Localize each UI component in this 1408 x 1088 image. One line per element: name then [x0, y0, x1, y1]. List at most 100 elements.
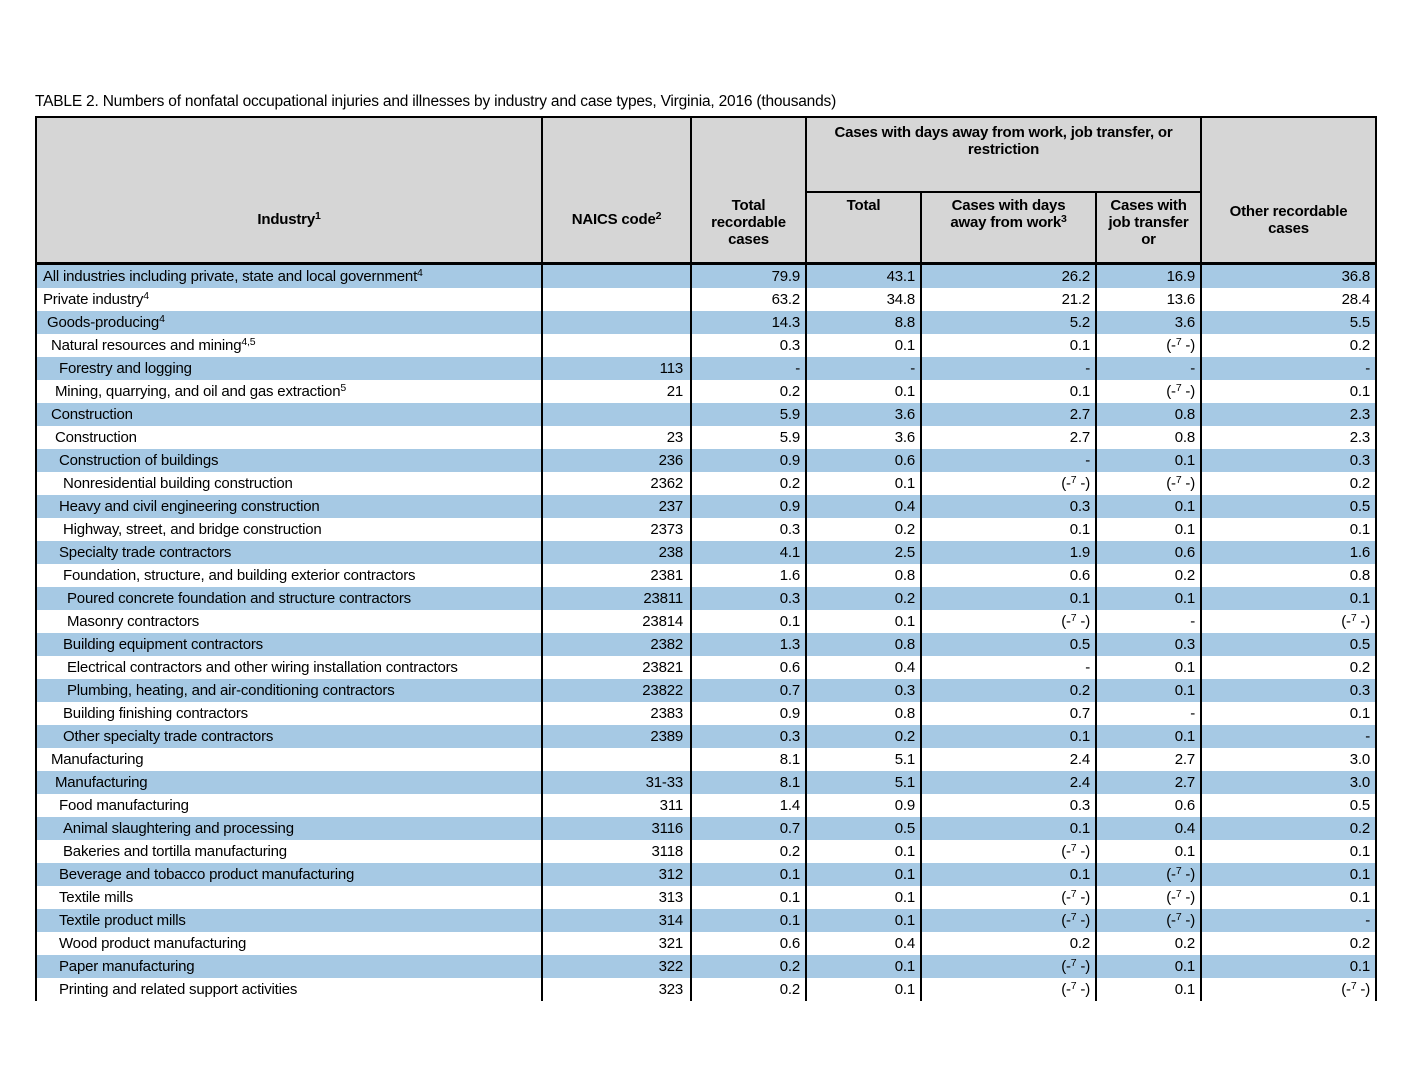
value-cell: -	[1094, 702, 1203, 725]
table-row: Heavy and civil engineering construction…	[35, 495, 1378, 518]
value-cell: 0.9	[690, 495, 807, 518]
value-cell: 2.3	[1200, 403, 1378, 426]
industry-cell: Mining, quarrying, and oil and gas extra…	[35, 380, 543, 403]
industry-cell: Foundation, structure, and building exte…	[35, 564, 543, 587]
value-cell: 2.4	[920, 771, 1097, 794]
industry-cell: Bakeries and tortilla manufacturing	[35, 840, 543, 863]
table-row: Electrical contractors and other wiring …	[35, 656, 1378, 679]
table-row: Goods-producing4 14.3 8.8 5.2 3.6 5.5	[35, 311, 1378, 334]
value-cell: 0.2	[1200, 817, 1378, 840]
value-cell: 0.6	[690, 932, 807, 955]
table-row: Masonry contractors 23814 0.1 0.1 (-7 -) - (-7…	[35, 610, 1378, 633]
table-row: Paper manufacturing 322 0.2 0.1 (-7 -) 0.1 0.1	[35, 955, 1378, 978]
industry-cell: Highway, street, and bridge construction	[35, 518, 543, 541]
value-cell: -	[690, 357, 807, 380]
value-cell: 0.1	[1200, 886, 1378, 909]
value-cell: 0.3	[690, 725, 807, 748]
value-cell: 79.9	[690, 263, 807, 288]
value-cell: 0.8	[1094, 426, 1203, 449]
value-cell: 0.1	[805, 955, 922, 978]
value-cell: 0.2	[1094, 932, 1203, 955]
industry-cell: Building finishing contractors	[35, 702, 543, 725]
value-cell: -	[1200, 725, 1378, 748]
value-cell: 1.3	[690, 633, 807, 656]
industry-cell: Goods-producing4	[35, 311, 543, 334]
value-cell: 28.4	[1200, 288, 1378, 311]
value-cell: 0.3	[690, 587, 807, 610]
value-cell: 0.1	[805, 380, 922, 403]
industry-cell: All industries including private, state …	[35, 263, 543, 288]
value-cell: (-7 -)	[1094, 334, 1203, 357]
value-cell: 63.2	[690, 288, 807, 311]
value-cell: 0.1	[690, 909, 807, 932]
industry-cell: Construction	[35, 403, 543, 426]
naics-code-cell: 31-33	[541, 771, 692, 794]
table-row: Building equipment contractors 2382 1.3 0.8…	[35, 633, 1378, 656]
value-cell: 0.9	[690, 449, 807, 472]
value-cell: (-7 -)	[920, 909, 1097, 932]
industry-cell: Natural resources and mining4,5	[35, 334, 543, 357]
value-cell: 0.1	[805, 886, 922, 909]
naics-code-cell: 2382	[541, 633, 692, 656]
table-body: All industries including private, state …	[35, 263, 1378, 1001]
table-row: Wood product manufacturing 321 0.6 0.4 0.2 0.…	[35, 932, 1378, 955]
value-cell: 0.3	[1200, 449, 1378, 472]
industry-cell: Poured concrete foundation and structure…	[35, 587, 543, 610]
industry-cell: Animal slaughtering and processing	[35, 817, 543, 840]
value-cell: 0.6	[805, 449, 922, 472]
table-row: All industries including private, state …	[35, 263, 1378, 288]
value-cell: -	[805, 357, 922, 380]
industry-cell: Textile mills	[35, 886, 543, 909]
naics-code-cell	[541, 311, 692, 334]
value-cell: 3.6	[1094, 311, 1203, 334]
value-cell: 1.6	[690, 564, 807, 587]
naics-code-cell: 236	[541, 449, 692, 472]
value-cell: 0.3	[805, 679, 922, 702]
value-cell: -	[1094, 357, 1203, 380]
value-cell: 0.3	[920, 794, 1097, 817]
industry-cell: Heavy and civil engineering construction	[35, 495, 543, 518]
value-cell: 5.1	[805, 771, 922, 794]
value-cell: 0.5	[920, 633, 1097, 656]
value-cell: 2.4	[920, 748, 1097, 771]
industry-cell: Nonresidential building construction	[35, 472, 543, 495]
col-header-group-total: Total	[805, 191, 922, 265]
value-cell: (-7 -)	[1094, 472, 1203, 495]
value-cell: 5.9	[690, 403, 807, 426]
naics-code-cell: 3116	[541, 817, 692, 840]
value-cell: 0.8	[805, 702, 922, 725]
value-cell: 0.2	[1200, 932, 1378, 955]
value-cell: 0.1	[805, 610, 922, 633]
value-cell: 43.1	[805, 263, 922, 288]
value-cell: 0.1	[920, 334, 1097, 357]
naics-code-cell: 23822	[541, 679, 692, 702]
value-cell: -	[1200, 357, 1378, 380]
value-cell: 0.5	[1200, 633, 1378, 656]
value-cell: 13.6	[1094, 288, 1203, 311]
value-cell: -	[1094, 610, 1203, 633]
value-cell: 0.1	[805, 840, 922, 863]
value-cell: 0.1	[805, 472, 922, 495]
naics-code-cell: 2383	[541, 702, 692, 725]
value-cell: 0.8	[1200, 564, 1378, 587]
value-cell: 1.6	[1200, 541, 1378, 564]
value-cell: 0.4	[1094, 817, 1203, 840]
value-cell: 0.5	[1200, 495, 1378, 518]
naics-code-cell: 312	[541, 863, 692, 886]
table-row: Manufacturing 8.1 5.1 2.4 2.7 3.0	[35, 748, 1378, 771]
naics-code-cell: 23821	[541, 656, 692, 679]
value-cell: 0.8	[1094, 403, 1203, 426]
naics-code-cell: 23	[541, 426, 692, 449]
value-cell: 0.1	[1094, 656, 1203, 679]
value-cell: -	[1200, 909, 1378, 932]
value-cell: 1.9	[920, 541, 1097, 564]
industry-cell: Other specialty trade contractors	[35, 725, 543, 748]
value-cell: 0.1	[805, 978, 922, 1001]
naics-code-cell: 23814	[541, 610, 692, 633]
col-header-naics-code: NAICS code2	[541, 116, 692, 265]
table-row: Mining, quarrying, and oil and gas extra…	[35, 380, 1378, 403]
naics-code-cell: 313	[541, 886, 692, 909]
value-cell: 3.0	[1200, 771, 1378, 794]
value-cell: (-7 -)	[920, 840, 1097, 863]
value-cell: -	[920, 449, 1097, 472]
